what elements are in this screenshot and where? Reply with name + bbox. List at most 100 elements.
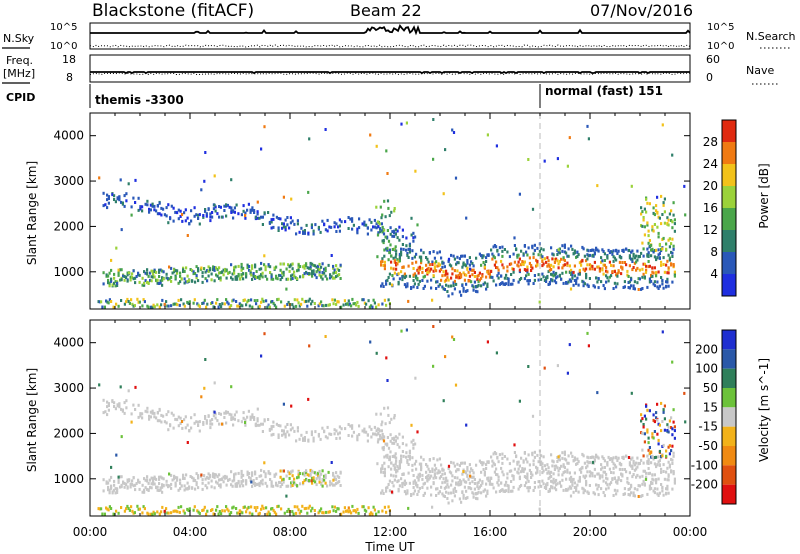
velocity-cell bbox=[398, 432, 401, 436]
velocity-cell bbox=[562, 463, 565, 467]
velocity-cell bbox=[545, 484, 548, 488]
power-cell bbox=[477, 273, 480, 277]
velocity-cell bbox=[337, 432, 340, 436]
velocity-cell bbox=[642, 479, 645, 483]
power-cell bbox=[398, 238, 401, 242]
power-cell bbox=[572, 270, 575, 274]
velocity-cell bbox=[412, 443, 415, 447]
velocity-cell bbox=[163, 420, 166, 424]
velocity-cell bbox=[393, 467, 396, 471]
power-cell bbox=[353, 302, 356, 306]
power-cell bbox=[398, 254, 401, 258]
velocity-cell bbox=[126, 478, 129, 482]
power-cell bbox=[541, 255, 544, 259]
velocity-cell bbox=[393, 416, 396, 420]
velocity-cell bbox=[244, 418, 247, 422]
velocity-cell bbox=[487, 476, 490, 480]
velocity-ytick-label: 1000 bbox=[53, 472, 84, 486]
power-cell bbox=[266, 277, 269, 281]
velocity-cell bbox=[238, 509, 241, 513]
power-cell bbox=[242, 266, 245, 270]
velocity-cell bbox=[495, 452, 498, 456]
power-cell bbox=[461, 284, 464, 287]
velocity-cell bbox=[640, 458, 643, 462]
velocity-cell bbox=[615, 480, 618, 484]
power-cell bbox=[293, 270, 296, 274]
velocity-cell bbox=[542, 469, 545, 473]
power-cell bbox=[658, 252, 661, 256]
power-cell bbox=[322, 304, 325, 308]
power-cell bbox=[563, 263, 566, 267]
velocity-cell bbox=[537, 480, 540, 484]
power-cell bbox=[423, 274, 426, 278]
velocity-cell bbox=[507, 484, 510, 488]
velocity-cell bbox=[242, 473, 245, 477]
velocity-cell bbox=[332, 471, 335, 475]
velocity-cell bbox=[586, 331, 589, 335]
velocity-cell bbox=[383, 406, 386, 410]
velocity-cell bbox=[511, 489, 514, 493]
power-cell bbox=[647, 265, 650, 269]
power-cell bbox=[111, 283, 114, 287]
power-cell bbox=[170, 275, 173, 279]
power-cell bbox=[547, 283, 550, 286]
power-cell bbox=[239, 277, 242, 281]
power-cell bbox=[196, 302, 199, 306]
power-cell bbox=[338, 273, 341, 277]
velocity-cell bbox=[324, 335, 327, 338]
velocity-cell bbox=[381, 446, 384, 450]
power-cell bbox=[159, 281, 162, 285]
velocity-cell bbox=[421, 477, 424, 481]
power-cell bbox=[275, 274, 278, 278]
velocity-cell bbox=[436, 487, 439, 491]
power-cell bbox=[166, 304, 169, 308]
power-cell bbox=[536, 263, 539, 267]
velocity-cell bbox=[139, 414, 142, 418]
power-cell bbox=[326, 218, 329, 222]
velocity-cell bbox=[264, 475, 267, 479]
power-cell bbox=[219, 271, 222, 275]
power-cell bbox=[447, 259, 450, 263]
velocity-cell bbox=[420, 455, 423, 459]
power-cell bbox=[586, 263, 589, 267]
power-cell bbox=[465, 282, 468, 286]
power-cell bbox=[384, 215, 387, 219]
power-cell bbox=[406, 252, 409, 255]
power-cell bbox=[427, 260, 430, 264]
velocity-cell bbox=[466, 466, 469, 469]
velocity-cell bbox=[162, 414, 165, 418]
velocity-cell bbox=[207, 481, 210, 485]
velocity-cell bbox=[407, 463, 410, 466]
noise-tick-left-bottom: 10^0 bbox=[50, 41, 77, 52]
velocity-cell bbox=[209, 419, 212, 423]
velocity-cell bbox=[340, 427, 343, 431]
velocity-cell bbox=[660, 467, 663, 471]
power-cell bbox=[366, 226, 369, 230]
velocity-cell bbox=[532, 463, 535, 467]
power-cell bbox=[138, 280, 141, 284]
velocity-cell bbox=[667, 460, 670, 464]
velocity-cell bbox=[473, 487, 476, 491]
power-cell bbox=[595, 276, 598, 280]
velocity-cell bbox=[486, 489, 489, 493]
velocity-cell bbox=[336, 474, 339, 478]
velocity-cell bbox=[270, 425, 273, 429]
velocity-cell bbox=[385, 356, 388, 360]
power-cell bbox=[497, 271, 500, 275]
power-cell bbox=[447, 294, 450, 298]
power-cell bbox=[568, 278, 571, 282]
power-cell bbox=[528, 256, 531, 260]
velocity-cell bbox=[111, 490, 114, 494]
power-cell bbox=[193, 298, 196, 302]
velocity-cell bbox=[288, 472, 291, 476]
velocity-cell bbox=[582, 474, 585, 478]
velocity-cell bbox=[527, 489, 530, 493]
power-cell bbox=[137, 300, 140, 304]
velocity-cell bbox=[285, 494, 288, 498]
velocity-cell bbox=[248, 475, 251, 479]
velocity-colorbar-segment bbox=[722, 446, 736, 466]
power-cell bbox=[661, 278, 664, 282]
power-cell bbox=[445, 269, 448, 273]
velocity-cell bbox=[104, 410, 107, 414]
